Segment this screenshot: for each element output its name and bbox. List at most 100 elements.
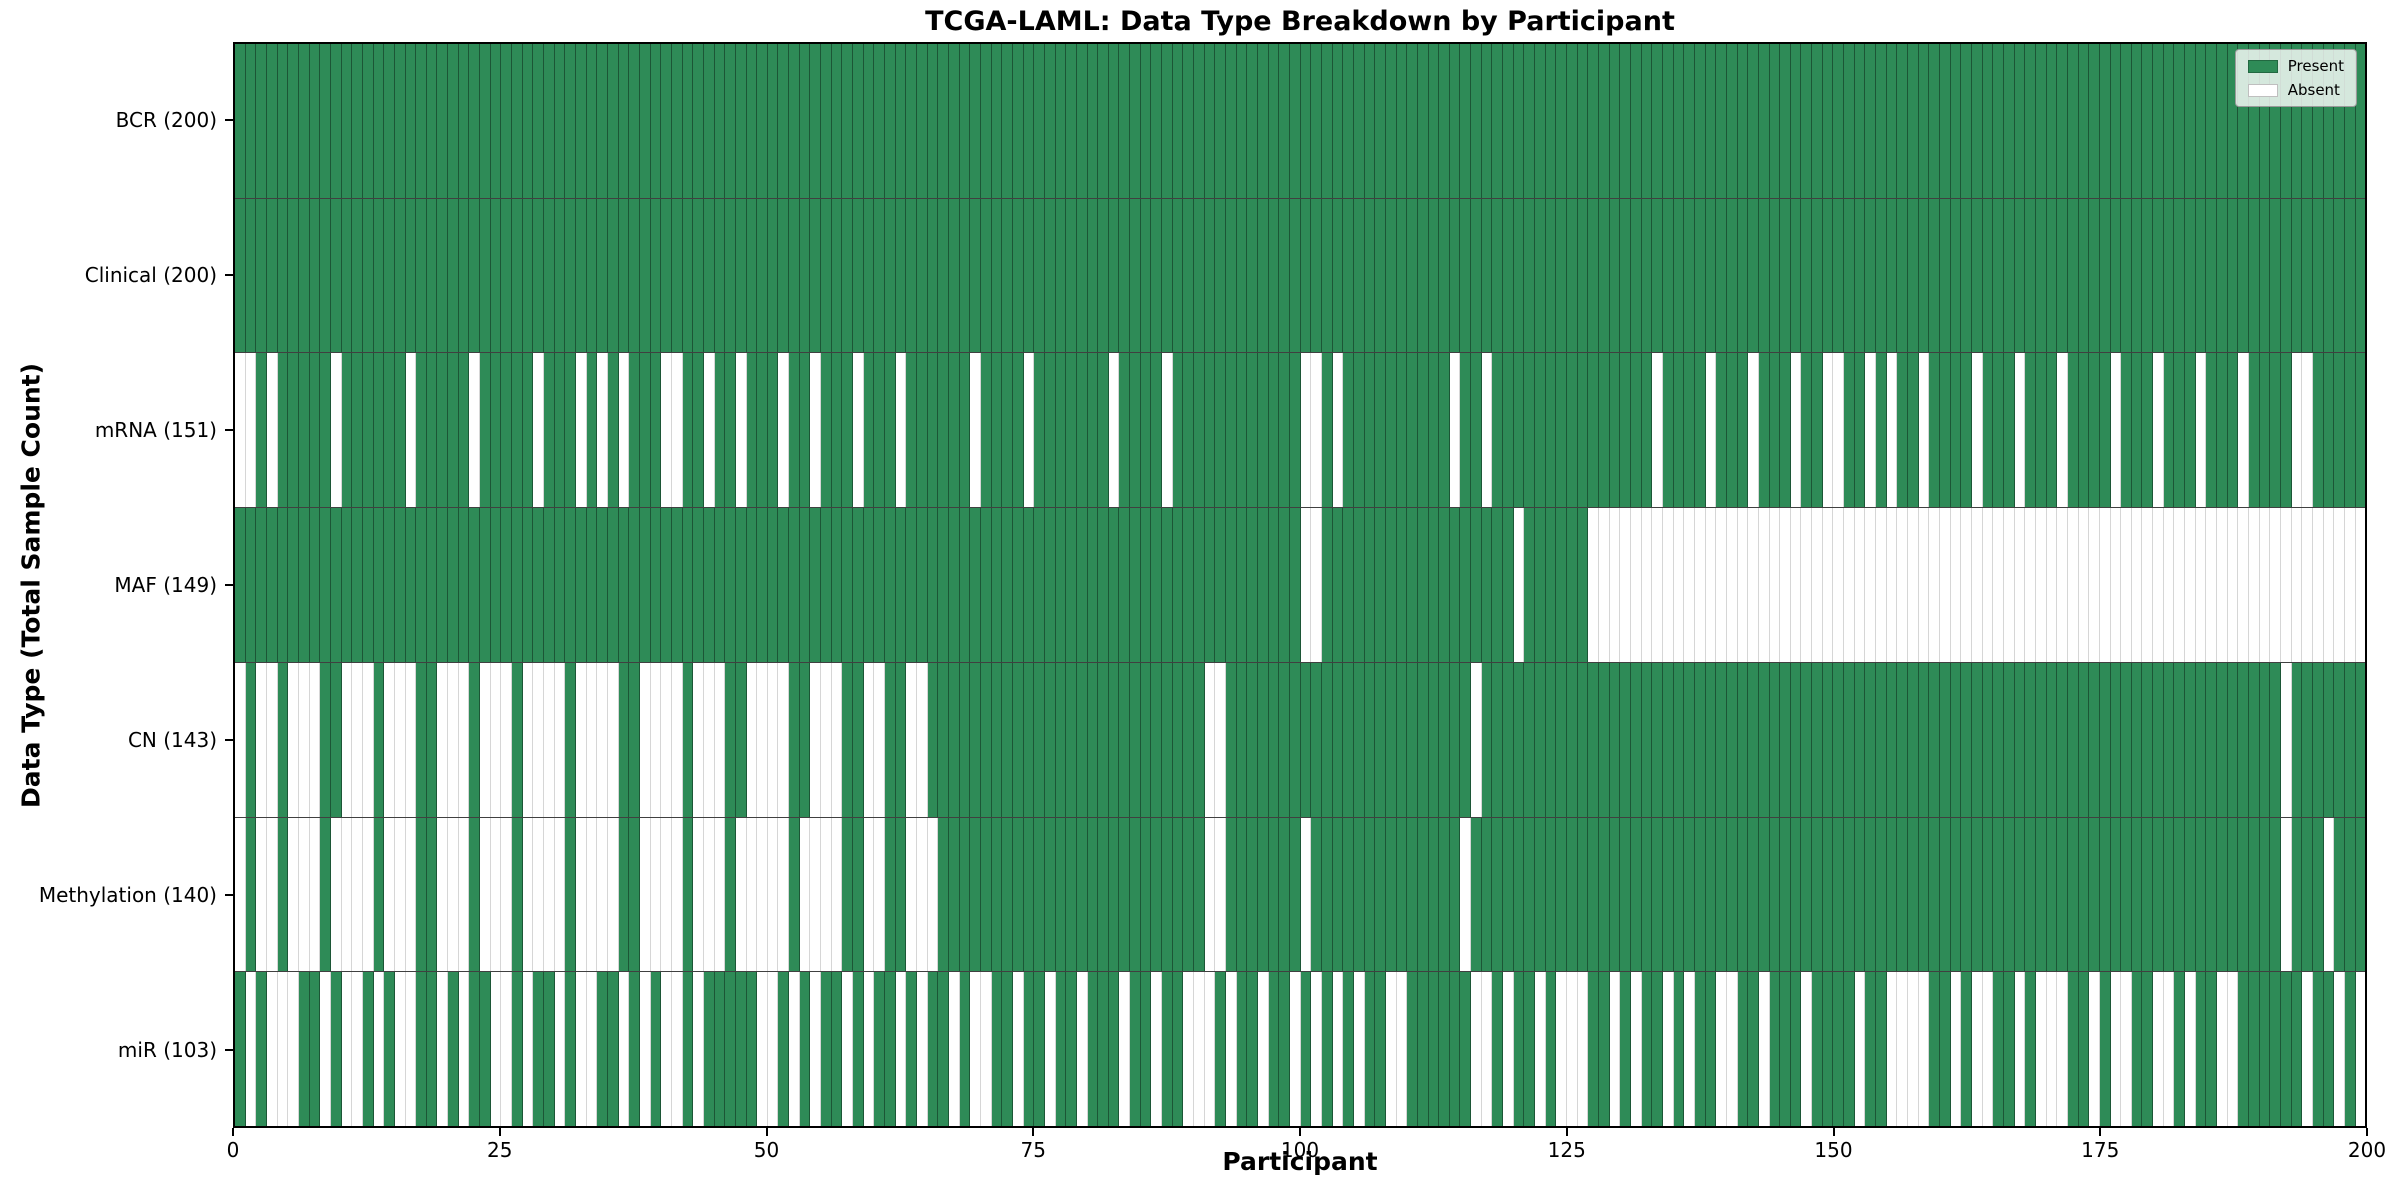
heatmap-cell	[1940, 508, 1951, 662]
heatmap-cell	[256, 662, 267, 817]
heatmap-cell	[1417, 198, 1429, 353]
heatmap-cell	[767, 198, 779, 353]
heatmap-cell	[1204, 662, 1216, 817]
heatmap-cell	[1428, 508, 1440, 662]
heatmap-cell	[661, 198, 672, 353]
heatmap-cell	[1876, 972, 1887, 1127]
heatmap-cell	[1961, 198, 1972, 353]
heatmap-cell	[661, 44, 672, 198]
heatmap-cell	[1908, 198, 1919, 353]
heatmap-cell	[1130, 817, 1141, 972]
heatmap-cell	[1311, 662, 1322, 817]
heatmap-cell	[1545, 817, 1557, 972]
heatmap-cell	[277, 353, 289, 508]
heatmap-cell	[2057, 353, 2068, 508]
heatmap-cell	[480, 198, 491, 353]
heatmap-cell	[2259, 817, 2271, 972]
heatmap-cell	[1119, 44, 1131, 198]
heatmap-cell	[1726, 44, 1738, 198]
heatmap-cell	[2217, 508, 2228, 662]
heatmap-cell	[1076, 817, 1088, 972]
heatmap-cell	[266, 353, 278, 508]
heatmap-cell	[1055, 972, 1067, 1127]
heatmap-cell	[277, 972, 289, 1127]
heatmap-cell	[1535, 353, 1546, 508]
heatmap-cell	[1076, 44, 1088, 198]
heatmap-cell	[1524, 198, 1536, 353]
x-tick-mark	[232, 1128, 234, 1136]
heatmap-cell	[480, 508, 491, 662]
heatmap-cell	[1577, 198, 1589, 353]
heatmap-cell	[991, 508, 1003, 662]
heatmap-cell	[2302, 972, 2313, 1127]
heatmap-cell	[1130, 353, 1141, 508]
heatmap-cell	[671, 353, 683, 508]
heatmap-cell	[394, 817, 406, 972]
heatmap-cell	[1854, 817, 1866, 972]
heatmap-cell	[1289, 198, 1301, 353]
heatmap-cell	[1023, 353, 1035, 508]
heatmap-row-BCR	[235, 44, 2366, 199]
heatmap-cell	[330, 508, 342, 662]
heatmap-cell	[991, 817, 1003, 972]
heatmap-cell	[330, 817, 342, 972]
heatmap-cell	[682, 198, 694, 353]
heatmap-cell	[1226, 44, 1237, 198]
heatmap-cell	[853, 817, 864, 972]
heatmap-cell	[1886, 353, 1898, 508]
heatmap-cell	[1385, 44, 1397, 198]
heatmap-cell	[1279, 972, 1290, 1127]
heatmap-cell	[2238, 198, 2250, 353]
heatmap-cell	[725, 972, 736, 1127]
heatmap-row-Clinical	[235, 198, 2366, 354]
heatmap-cell	[810, 817, 822, 972]
heatmap-cell	[522, 198, 534, 353]
heatmap-cell	[1599, 972, 1610, 1127]
heatmap-cell	[1556, 508, 1568, 662]
heatmap-cell	[512, 508, 523, 662]
heatmap-cell	[1172, 353, 1184, 508]
heatmap-cell	[1172, 662, 1184, 817]
heatmap-cell	[2131, 353, 2143, 508]
heatmap-cell	[2291, 44, 2303, 198]
heatmap-cell	[746, 817, 758, 972]
heatmap-cell	[373, 972, 385, 1127]
heatmap-cell	[245, 662, 257, 817]
heatmap-cell	[522, 353, 534, 508]
heatmap-cell	[917, 198, 928, 353]
heatmap-cell	[1641, 662, 1653, 817]
heatmap-cell	[437, 353, 449, 508]
heatmap-cell	[1353, 198, 1365, 353]
heatmap-cell	[1524, 817, 1536, 972]
heatmap-cell	[1844, 353, 1855, 508]
x-tick-label-75: 75	[1020, 1138, 1046, 1162]
heatmap-cell	[1844, 662, 1855, 817]
heatmap-cell	[373, 198, 385, 353]
heatmap-cell	[1705, 198, 1717, 353]
heatmap-cell	[1034, 972, 1045, 1127]
heatmap-cell	[544, 817, 555, 972]
heatmap-cell	[842, 508, 854, 662]
heatmap-cell	[1833, 353, 1845, 508]
heatmap-cell	[1236, 972, 1248, 1127]
heatmap-cell	[970, 972, 981, 1127]
heatmap-cell	[607, 353, 619, 508]
heatmap-cell	[948, 817, 960, 972]
heatmap-cell	[948, 353, 960, 508]
heatmap-cell	[853, 972, 864, 1127]
heatmap-cell	[2067, 817, 2079, 972]
heatmap-cell	[863, 972, 875, 1127]
heatmap-cell	[1950, 44, 1962, 198]
heatmap-cell	[1055, 44, 1067, 198]
heatmap-cell	[1705, 972, 1717, 1127]
heatmap-cell	[1396, 353, 1408, 508]
x-tick-mark	[498, 1128, 501, 1136]
heatmap-cell	[2259, 508, 2271, 662]
heatmap-cell	[1332, 972, 1344, 1127]
heatmap-cell	[1918, 508, 1930, 662]
heatmap-cell	[1609, 353, 1621, 508]
heatmap-cell	[757, 972, 768, 1127]
heatmap-cell	[1055, 662, 1067, 817]
heatmap-cell	[1694, 508, 1706, 662]
heatmap-cell	[1716, 44, 1727, 198]
